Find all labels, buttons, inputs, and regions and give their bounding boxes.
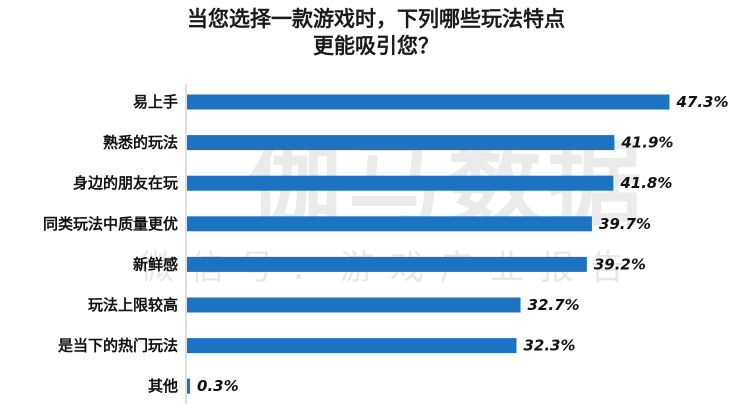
bar	[187, 256, 587, 272]
category-label: 新鲜感	[133, 255, 178, 273]
category-label: 熟悉的玩法	[103, 134, 178, 152]
category-label: 其他	[148, 377, 178, 395]
value-label: 39.2%	[594, 255, 646, 273]
category-label: 易上手	[133, 93, 178, 111]
bar	[187, 378, 191, 394]
value-label: 41.8%	[619, 174, 672, 192]
chart-title-line-2: 更能吸引您？	[313, 34, 439, 58]
category-label: 玩法上限较高	[88, 296, 178, 314]
chart-title-line-1: 当您选择一款游戏时，下列哪些玩法特点	[187, 7, 565, 31]
bar	[187, 297, 521, 313]
value-label: 39.7%	[599, 215, 651, 233]
bar	[187, 175, 614, 191]
chart-title: 当您选择一款游戏时，下列哪些玩法特点 更能吸引您？	[0, 6, 752, 60]
value-label: 0.3%	[197, 377, 239, 395]
bar	[187, 94, 670, 110]
value-label: 32.7%	[528, 296, 580, 314]
bar	[187, 135, 615, 151]
bar	[187, 338, 517, 354]
category-label: 同类玩法中质量更优	[43, 215, 178, 233]
bar	[187, 216, 592, 232]
category-label: 是当下的热门玩法	[57, 337, 178, 355]
value-label: 47.3%	[675, 93, 728, 111]
value-label: 41.9%	[620, 134, 673, 152]
category-label: 身边的朋友在玩	[73, 174, 178, 192]
bars-group: 易上手 47.3% 熟悉的玩法 41.9% 身边的朋友在玩 41.8% 同类玩法中质量更优 3…	[43, 93, 729, 395]
value-label: 32.3%	[523, 337, 575, 355]
